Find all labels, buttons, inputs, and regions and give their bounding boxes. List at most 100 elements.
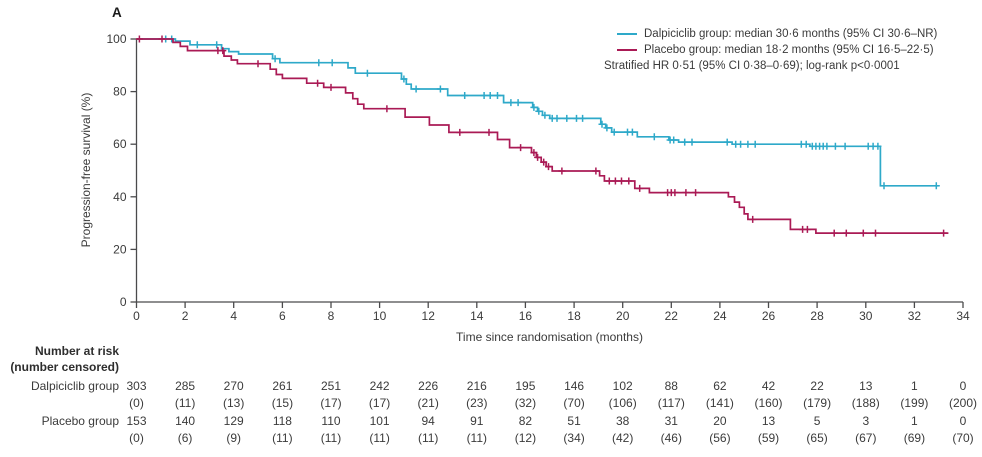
x-tick-label: 0 (133, 309, 140, 323)
dalpiciclib-line-swatch-icon (617, 33, 637, 35)
axes (135, 39, 963, 303)
x-tick-label: 24 (713, 309, 727, 323)
at-risk-value: 118 (272, 414, 292, 428)
censored-value: (199) (900, 396, 929, 410)
at-risk-value: 242 (369, 379, 390, 393)
at-risk-value: 140 (175, 414, 196, 428)
risk-row-label: Dalpiciclib group (30, 379, 119, 393)
y-tick-label: 20 (113, 242, 127, 256)
at-risk-value: 102 (612, 379, 633, 393)
censored-value: (15) (271, 396, 294, 410)
at-risk-value: 101 (369, 414, 390, 428)
censored-value: (32) (514, 396, 537, 410)
legend-entries: Dalpiciclib group: median 30·6 months (9… (604, 26, 937, 58)
y-tick-label: 40 (113, 190, 127, 204)
censored-value: (67) (855, 431, 877, 445)
censored-value: (34) (563, 431, 585, 445)
censored-value: (56) (709, 431, 731, 445)
censored-value: (106) (608, 396, 637, 410)
censored-value: (0) (129, 431, 144, 445)
at-risk-value: 226 (418, 379, 439, 393)
at-risk-value: 110 (321, 414, 341, 428)
censored-value: (70) (952, 431, 974, 445)
x-tick-label: 26 (762, 309, 776, 323)
at-risk-value: 129 (223, 414, 244, 428)
y-tick-label: 0 (120, 295, 127, 309)
x-tick-label: 28 (810, 309, 824, 323)
at-risk-value: 42 (761, 379, 776, 393)
censored-value: (117) (657, 396, 685, 410)
x-tick-label: 14 (470, 309, 484, 323)
at-risk-value: 88 (664, 379, 678, 393)
at-risk-value: 0 (959, 379, 967, 393)
at-risk-value: 22 (810, 379, 824, 393)
censored-value: (179) (803, 396, 832, 410)
placebo-line-swatch-icon (617, 49, 637, 51)
x-tick-label: 8 (328, 309, 335, 323)
at-risk-value: 13 (859, 379, 873, 393)
x-tick-label: 30 (859, 309, 873, 323)
x-tick-label: 20 (616, 309, 630, 323)
x-tick-label: 12 (422, 309, 436, 323)
censored-value: (23) (466, 396, 488, 410)
censored-value: (11) (417, 431, 439, 445)
legend-entry-placebo: Placebo group: median 18·2 months (95% C… (604, 42, 937, 58)
placebo-curve (136, 38, 949, 234)
y-tick-label: 80 (113, 85, 127, 99)
censored-value: (46) (660, 431, 682, 445)
legend-entry-dalpiciclib: Dalpiciclib group: median 30·6 months (9… (604, 26, 937, 42)
censored-value: (11) (369, 431, 390, 445)
x-tick-label: 18 (567, 309, 581, 323)
legend-note: Stratified HR 0·51 (95% CI 0·38–0·69); l… (604, 60, 900, 72)
at-risk-value: 261 (272, 379, 293, 393)
censored-value: (69) (903, 431, 926, 445)
at-risk-value: 1 (911, 414, 918, 428)
legend-entry-label: Dalpiciclib group: median 30·6 months (9… (644, 28, 938, 40)
at-risk-value: 13 (761, 414, 776, 428)
at-risk-value: 1 (911, 379, 918, 393)
at-risk-value: 195 (515, 379, 536, 393)
censored-value: (13) (223, 396, 245, 410)
censored-value: (17) (368, 396, 391, 410)
at-risk-value: 0 (959, 414, 967, 428)
censored-value: (141) (705, 396, 734, 410)
risk-header-line1: Number at risk (34, 344, 119, 358)
y-tick-label: 100 (106, 32, 126, 46)
at-risk-value: 285 (175, 379, 196, 393)
censored-value: (21) (417, 396, 439, 410)
censored-value: (0) (129, 396, 144, 410)
at-risk-value: 270 (223, 379, 244, 393)
at-risk-value: 216 (466, 379, 487, 393)
legend-entry-label: Placebo group: median 18·2 months (95% C… (644, 44, 934, 56)
at-risk-value: 82 (518, 414, 533, 428)
at-risk-value: 91 (470, 414, 484, 428)
x-tick-label: 4 (230, 309, 237, 323)
x-tick-label: 6 (279, 309, 286, 323)
censored-value: (11) (272, 431, 293, 445)
censored-value: (9) (226, 431, 242, 445)
censored-value: (42) (612, 431, 634, 445)
at-risk-value: 303 (126, 379, 147, 393)
at-risk-value: 3 (862, 414, 870, 428)
censored-value: (65) (806, 431, 828, 445)
at-risk-value: 251 (320, 379, 342, 393)
x-tick-label: 10 (373, 309, 387, 323)
x-tick-label: 34 (956, 309, 970, 323)
censored-value: (160) (754, 396, 783, 410)
censored-value: (11) (466, 431, 488, 445)
y-axis-title: Progression-free survival (%) (79, 92, 93, 248)
at-risk-value: 153 (126, 414, 147, 428)
censored-value: (11) (320, 431, 342, 445)
at-risk-value: 51 (567, 414, 581, 428)
risk-header-line2: (number censored) (10, 360, 119, 374)
risk-table-header: Number at risk (number censored) (0, 343, 119, 375)
x-tick-label: 22 (665, 309, 679, 323)
censored-value: (12) (514, 431, 537, 445)
censored-value: (17) (320, 396, 342, 410)
at-risk-value: 31 (664, 414, 678, 428)
censored-value: (70) (563, 396, 585, 410)
censored-value: (188) (851, 396, 880, 410)
x-axis-title: Time since randomisation (months) (456, 330, 643, 344)
